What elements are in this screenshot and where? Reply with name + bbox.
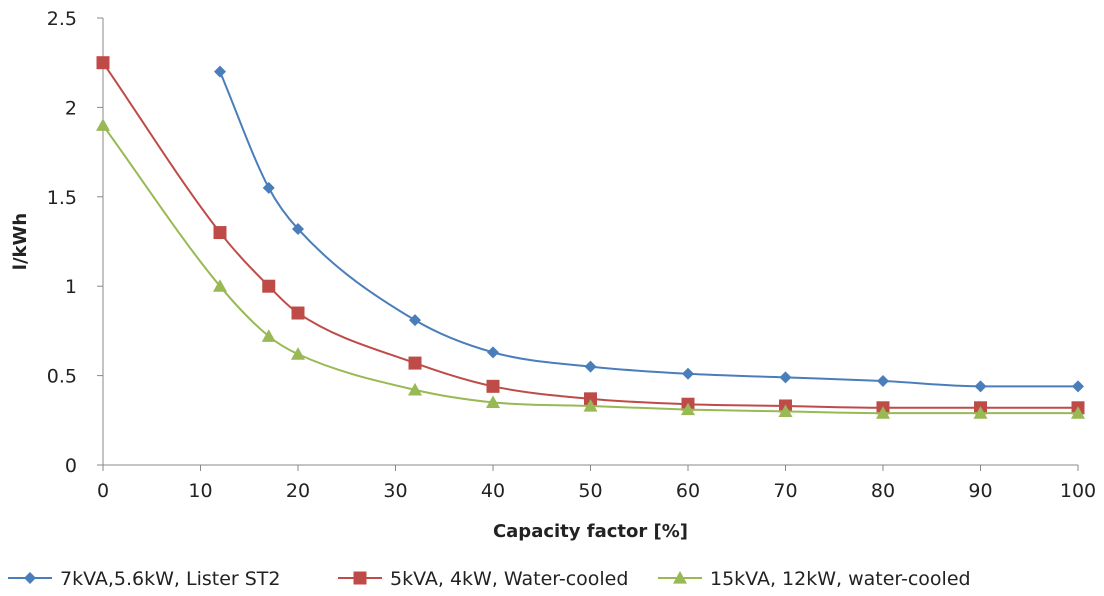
legend-swatch-marker	[24, 572, 36, 584]
series-1-point	[409, 314, 421, 327]
series-2-line	[102, 62, 1078, 409]
x-tick-label: 0	[97, 480, 109, 502]
series-2-point	[486, 379, 500, 393]
series-2-point	[408, 356, 422, 370]
x-tick-label: 20	[286, 480, 310, 502]
series-1-point	[262, 181, 275, 194]
series-2-point	[262, 279, 276, 293]
series-1-point	[214, 65, 226, 78]
x-tick-label: 60	[676, 480, 700, 502]
series-3-point	[778, 404, 793, 417]
legend-item-2: 5kVA, 4kW, Water-cooled	[338, 568, 628, 590]
series-3-point	[213, 279, 227, 292]
legend-label: 5kVA, 4kW, Water-cooled	[390, 568, 628, 590]
legend-label: 7kVA,5.6kW, Lister ST2	[60, 568, 281, 590]
series-2-point	[96, 56, 110, 70]
series-1-point	[779, 371, 792, 384]
series-1-point	[487, 346, 499, 359]
y-tick-label: 0	[65, 455, 77, 477]
legend-swatch-marker	[673, 571, 687, 584]
x-tick-label: 90	[968, 480, 992, 502]
series-3-point	[261, 329, 276, 342]
x-tick-label: 50	[578, 480, 602, 502]
x-tick-label: 30	[383, 480, 407, 502]
series-3-point	[1071, 406, 1085, 419]
legend-label: 15kVA, 12kW, water-cooled	[710, 568, 971, 590]
x-tick-label: 100	[1060, 480, 1096, 502]
x-tick-label: 40	[481, 480, 505, 502]
series-2-point	[213, 226, 227, 240]
y-axis-label: l/kWh	[10, 213, 31, 270]
y-tick-label: 1	[65, 276, 77, 298]
legend: 7kVA,5.6kW, Lister ST2 5kVA, 4kW, Water-c…	[8, 568, 971, 590]
series-3-point	[876, 406, 890, 419]
x-ticks: 0 10 20 30 40 50 60 70 80 90 100	[97, 465, 1096, 502]
y-tick-label: 0.5	[47, 366, 77, 388]
series-layer	[96, 56, 1085, 419]
series-3-point	[583, 398, 598, 412]
x-axis-label: Capacity factor [%]	[493, 521, 688, 542]
series-2-point	[584, 392, 597, 406]
series-1-point	[877, 374, 889, 387]
y-tick-label: 2.5	[47, 8, 77, 30]
series-3-point	[681, 402, 695, 416]
y-tick-label: 1.5	[47, 187, 77, 209]
series-1-point	[1072, 380, 1084, 393]
series-3-point	[291, 347, 305, 360]
series-1	[214, 65, 1084, 393]
x-tick-label: 10	[188, 480, 212, 502]
legend-item-3: 15kVA, 12kW, water-cooled	[658, 568, 971, 590]
x-tick-label: 80	[871, 480, 895, 502]
legend-swatch-marker	[353, 571, 367, 585]
series-1-point	[584, 360, 597, 373]
series-2	[96, 56, 1085, 415]
series-3-point	[486, 395, 500, 409]
series-1-point	[974, 380, 987, 393]
legend-item-1: 7kVA,5.6kW, Lister ST2	[8, 568, 281, 590]
series-3-point	[973, 406, 988, 419]
series-2-point	[291, 306, 305, 320]
y-tick-label: 2	[65, 97, 77, 119]
series-3-point	[408, 382, 422, 396]
series-3-line	[102, 124, 1078, 415]
x-tick-label: 70	[773, 480, 797, 502]
series-1-point	[682, 367, 694, 380]
series-1-point	[292, 222, 304, 235]
series-3-point	[96, 118, 110, 131]
y-ticks: 0 0.5 1 1.5 2 2.5	[47, 8, 103, 477]
series-3	[96, 118, 1085, 419]
